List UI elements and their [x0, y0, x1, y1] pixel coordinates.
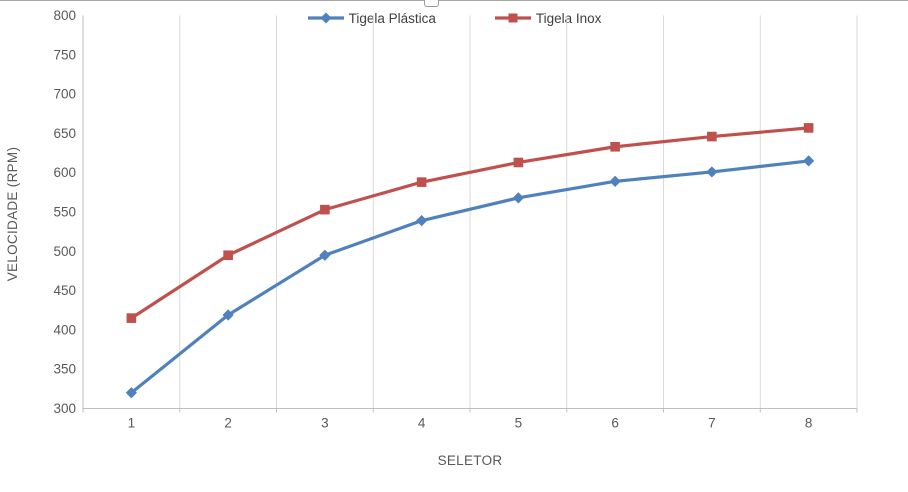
y-tick-label: 750 [53, 47, 76, 62]
y-tick-label: 450 [53, 283, 76, 298]
y-tick-label: 800 [53, 8, 76, 23]
data-point-diamond[interactable] [512, 192, 524, 204]
data-point-square[interactable] [223, 250, 233, 261]
data-point-diamond[interactable] [609, 175, 621, 187]
y-tick-label: 300 [53, 401, 76, 416]
series-line-tigela-plastica[interactable] [129, 159, 811, 395]
y-tick-label: 550 [53, 205, 76, 220]
legend-diamond-marker-icon [307, 12, 344, 24]
data-point-diamond[interactable] [803, 155, 815, 167]
data-point-diamond[interactable] [706, 166, 718, 178]
y-tick-label: 600 [53, 165, 76, 180]
data-point-square[interactable] [803, 123, 814, 133]
legend-square-marker-icon [494, 13, 531, 23]
chart-legend: Tigela Plástica Tigela Inox [0, 7, 908, 29]
x-tick-label: 7 [708, 416, 716, 431]
x-tick-label: 3 [321, 416, 329, 431]
data-point-diamond[interactable] [222, 309, 234, 321]
data-point-diamond[interactable] [319, 249, 331, 261]
data-point-diamond[interactable] [416, 215, 428, 227]
y-tick-label: 400 [53, 322, 76, 337]
x-tick-label: 6 [611, 416, 619, 431]
y-tick-label: 500 [53, 244, 76, 259]
data-point-square[interactable] [126, 313, 137, 323]
x-tick-label: 2 [224, 416, 232, 431]
x-axis-title: SELETOR [437, 453, 503, 468]
x-tick-label: 5 [515, 416, 523, 431]
data-point-square[interactable] [320, 204, 330, 215]
y-tick-label: 350 [53, 362, 76, 377]
x-tick-label: 8 [805, 416, 813, 431]
window-top-border [0, 0, 908, 1]
legend-item-tigela-plastica[interactable]: Tigela Plástica [307, 11, 436, 26]
data-point-square[interactable] [707, 131, 717, 142]
y-axis-title: VELOCIDADE (RPM) [5, 146, 20, 282]
data-point-diamond[interactable] [125, 387, 137, 399]
y-tick-label: 700 [53, 87, 76, 102]
legend-label: Tigela Plástica [348, 10, 436, 26]
series-line-tigela-inox[interactable] [129, 126, 811, 320]
x-tick-label: 1 [128, 416, 136, 431]
legend-label: Tigela Inox [535, 10, 602, 26]
data-point-square[interactable] [513, 157, 524, 168]
y-tick-label: 650 [53, 126, 76, 141]
data-point-square[interactable] [416, 177, 427, 187]
data-point-square[interactable] [610, 141, 620, 152]
chart-selection-handle[interactable] [424, 0, 439, 7]
x-tick-label: 4 [418, 416, 426, 431]
legend-item-tigela-inox[interactable]: Tigela Inox [494, 10, 602, 26]
